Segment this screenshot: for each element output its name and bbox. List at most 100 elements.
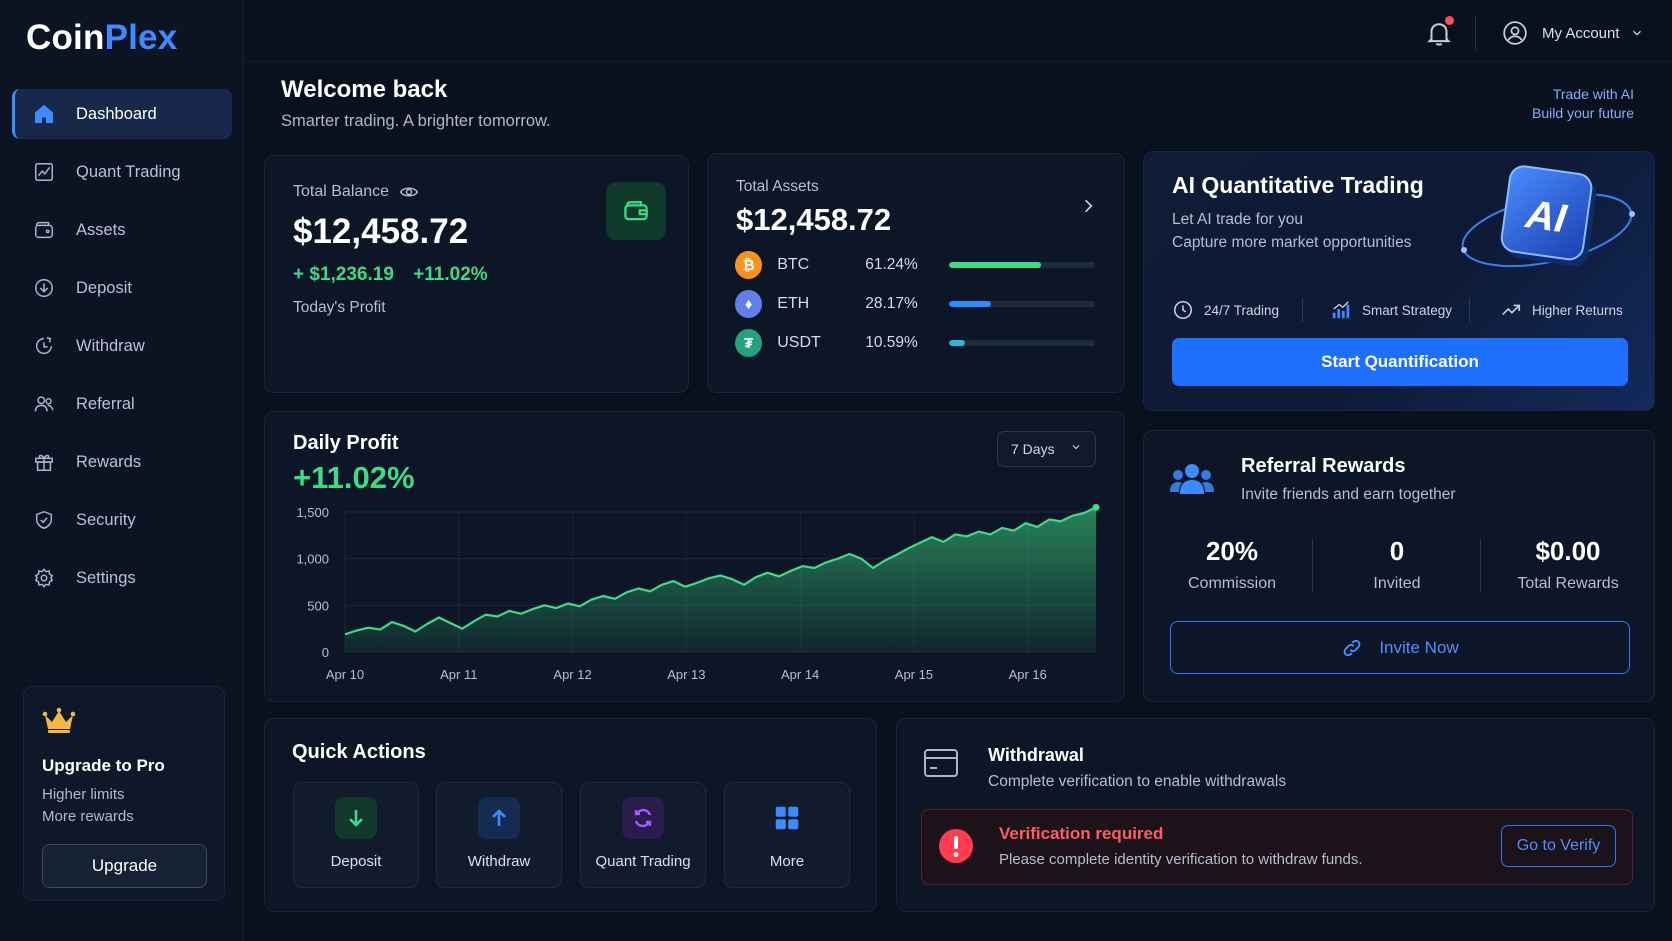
sidebar-item-label: Assets (76, 220, 126, 239)
stat-label: Commission (1187, 575, 1276, 592)
stat-label: Total Rewards (1517, 575, 1619, 592)
asset-percent: 61.24% (865, 256, 918, 273)
stat-label: Invited (1373, 575, 1421, 592)
upgrade-description: Higher limits More rewards (42, 784, 206, 828)
notification-button[interactable] (1424, 16, 1456, 50)
bell-icon (1427, 23, 1451, 46)
sidebar-item-rewards[interactable]: Rewards (12, 437, 232, 487)
y-tick-label: 0 (322, 645, 329, 660)
stat-value: 0 (1389, 536, 1405, 566)
asset-row-usdt: ₮ USDT 10.59% (735, 328, 1095, 358)
stat-commission: 20% Commission (1157, 536, 1307, 593)
quick-actions-title: Quick Actions (292, 741, 426, 763)
gear-icon (32, 566, 56, 590)
upgrade-button[interactable]: Upgrade (42, 844, 207, 888)
sidebar-item-settings[interactable]: Settings (12, 553, 232, 603)
quick-action-label: Deposit (330, 853, 382, 870)
brand-name-part2: Plex (104, 18, 178, 57)
profit-line (344, 506, 1097, 636)
referral-subtitle: Invite friends and earn together (1241, 486, 1456, 503)
sidebar-item-quant-trading[interactable]: Quant Trading (12, 147, 232, 197)
eye-icon[interactable] (399, 182, 419, 202)
profit-percent: +11.02% (413, 264, 488, 285)
credit-card-icon (924, 749, 958, 777)
x-tick-label: Apr 15 (895, 667, 933, 682)
account-menu[interactable]: My Account (1502, 20, 1644, 46)
brand-logo[interactable]: CoinPlex (26, 18, 177, 58)
sidebar-item-referral[interactable]: Referral (12, 379, 232, 429)
withdrawal-card: Withdrawal Complete verification to enab… (896, 718, 1655, 912)
top-bar (244, 0, 1672, 62)
total-assets-card[interactable]: Total Assets $12,458.72 ₿ BTC 61.24% ♦ ETH 28… (707, 153, 1125, 393)
asset-row-btc: ₿ BTC 61.24% (735, 250, 1095, 280)
x-tick-label: Apr 11 (440, 667, 477, 682)
alert-title: Verification required (999, 824, 1164, 843)
arrow-up-icon (478, 797, 520, 839)
tagline-line-2: Build your future (1532, 105, 1634, 121)
sidebar-item-withdraw[interactable]: Withdraw (12, 321, 232, 371)
ai-description: Let AI trade for you Capture more market… (1172, 208, 1412, 254)
chevron-down-icon (1070, 440, 1082, 456)
quick-action-more[interactable]: More (724, 782, 850, 888)
home-icon (32, 102, 56, 126)
upgrade-line-2: More rewards (42, 808, 134, 825)
ai-trading-card: AI Quantitative Trading Let AI trade for… (1143, 151, 1655, 411)
refresh-icon (622, 797, 664, 839)
sidebar-item-label: Withdraw (76, 336, 145, 355)
sidebar-item-dashboard[interactable]: Dashboard (12, 89, 232, 139)
profit-row: + $1,236.19 +11.02% (293, 264, 488, 286)
ai-cube-illustration: AI (1461, 165, 1635, 268)
ai-badge-text: AI (1522, 192, 1570, 241)
page-title: Welcome back (281, 76, 448, 103)
asset-share-bar (949, 262, 1095, 268)
account-label: My Account (1542, 24, 1620, 42)
ai-title: AI Quantitative Trading (1172, 172, 1424, 198)
sidebar-item-label: Referral (76, 394, 135, 413)
daily-profit-value: +11.02% (293, 460, 415, 495)
profit-area (345, 507, 1096, 652)
sidebar-item-deposit[interactable]: Deposit (12, 263, 232, 313)
balance-label: Total Balance (293, 183, 390, 200)
welcome-header: Welcome back Smarter trading. A brighter… (281, 76, 551, 131)
y-tick-label: 500 (307, 598, 329, 613)
withdrawal-subtitle: Complete verification to enable withdraw… (988, 773, 1287, 790)
assets-label: Total Assets (736, 178, 819, 195)
daily-profit-chart: 1,500 1,000 500 0 Apr 10 Apr 11 Apr 12 Apr 13 Ap… (296, 503, 1100, 682)
quick-action-quant-trading[interactable]: Quant Trading (580, 782, 706, 888)
x-tick-label: Apr 16 (1009, 667, 1047, 682)
go-to-verify-button[interactable]: Go to Verify (1501, 825, 1616, 867)
feature-smart-strategy: Smart Strategy (1330, 299, 1452, 321)
quick-action-label: Withdraw (467, 853, 531, 870)
stat-value: $0.00 (1535, 536, 1601, 566)
shield-icon (32, 508, 56, 532)
users-icon (1170, 464, 1214, 494)
invite-now-button[interactable]: Invite Now (1170, 621, 1630, 674)
ai-line-2: Capture more market opportunities (1172, 234, 1412, 251)
asset-symbol: ETH (777, 295, 810, 312)
upgrade-line-1: Higher limits (42, 786, 125, 803)
range-select-value: 7 Days (1011, 441, 1055, 457)
divider (1469, 298, 1470, 322)
chart-icon (32, 160, 56, 184)
x-tick-label: Apr 13 (667, 667, 705, 682)
y-tick-label: 1,500 (296, 505, 329, 520)
users-icon (32, 392, 56, 416)
divider (1475, 16, 1476, 50)
brand-name-part1: Coin (26, 18, 105, 57)
sidebar-item-security[interactable]: Security (12, 495, 232, 545)
start-quantification-button[interactable]: Start Quantification (1172, 338, 1628, 386)
sidebar-item-label: Deposit (76, 278, 132, 297)
quick-action-deposit[interactable]: Deposit (293, 782, 419, 888)
sidebar-item-label: Settings (76, 568, 136, 587)
clock-icon (1173, 300, 1193, 320)
chevron-right-icon[interactable] (1078, 196, 1098, 216)
notification-badge (1445, 16, 1454, 25)
asset-symbol: USDT (777, 334, 821, 351)
range-select[interactable]: 7 Days (997, 431, 1096, 467)
arrow-down-circle-icon (32, 276, 56, 300)
clock-arrow-icon (32, 334, 56, 358)
sidebar-item-assets[interactable]: Assets (12, 205, 232, 255)
feature-247-trading: 24/7 Trading (1172, 299, 1279, 321)
divider (1480, 539, 1481, 593)
quick-action-withdraw[interactable]: Withdraw (436, 782, 562, 888)
